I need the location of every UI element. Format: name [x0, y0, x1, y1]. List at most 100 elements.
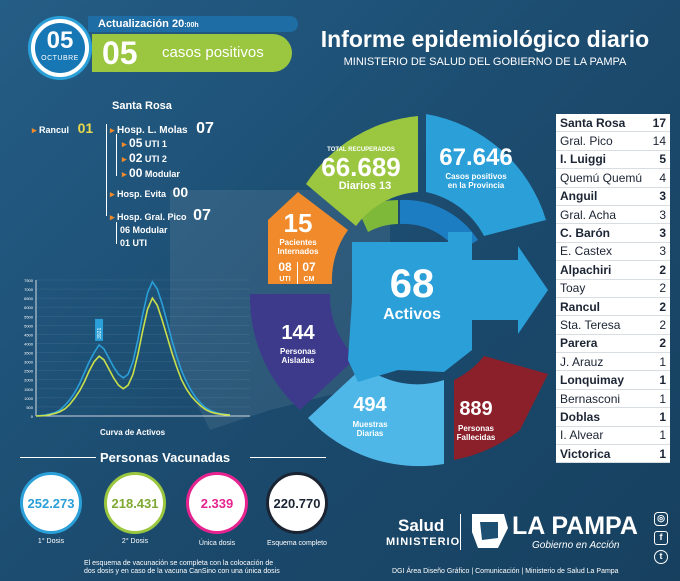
ministerio-logo: MINISTERIO — [386, 536, 461, 548]
update-label: Actualización — [98, 18, 169, 30]
locality-value: 1 — [659, 446, 666, 461]
positives-label-1: Casos positivos — [445, 172, 507, 181]
locality-value: 14 — [652, 134, 666, 149]
fallecidas-label-2: Fallecidas — [456, 433, 496, 442]
muestras-label-2: Diarias — [356, 429, 384, 438]
note-line-2: dos dosis y en caso de la vacuna CanSino… — [84, 568, 280, 575]
active-cases-chart: 7500700065006000550050004500400035003000… — [24, 278, 250, 419]
instagram-icon[interactable]: ◎ — [654, 512, 668, 526]
vaccines-title: Personas Vacunadas — [100, 450, 231, 465]
internados-value: 15 — [283, 208, 313, 238]
note-line-1: El esquema de vacunación se completa con… — [84, 560, 274, 567]
table-row: I. Luiggi 5 — [556, 150, 670, 170]
series-line-1 — [35, 280, 231, 417]
recovered-title: TOTAL RECUPERADOS — [327, 147, 395, 153]
vaccines-line-right — [250, 457, 326, 458]
uti-value: 08 — [278, 260, 292, 274]
date-day: 05 — [46, 27, 74, 54]
table-row: Sta. Teresa 2 — [556, 316, 670, 335]
peak-label-box — [95, 318, 104, 341]
single-dose-label: Única dosis — [198, 540, 236, 547]
uti-cm-divider — [297, 262, 298, 284]
recovered-daily: Diarios 13 — [330, 180, 400, 192]
locality-name: Lonquimay — [560, 373, 625, 388]
tree-line — [106, 124, 107, 216]
la-pampa-shield-icon — [472, 514, 508, 548]
y-tick-label: 2000 — [24, 378, 34, 383]
facebook-icon[interactable]: f — [654, 531, 668, 545]
recovered-daily-label: Diarios — [338, 180, 376, 192]
dose2-label: 2° Dosis — [121, 538, 149, 545]
update-bar: Actualización 20:00h — [88, 16, 298, 32]
table-row: Quemú Quemú 4 — [556, 169, 670, 188]
fallecidas-label-1: Personas — [457, 424, 495, 433]
table-row: Lonquimay 1 — [556, 371, 670, 390]
positive-label: casos positivos — [162, 44, 264, 61]
locality-value: 3 — [659, 244, 666, 259]
molas-label: Hosp. L. Molas — [117, 125, 188, 136]
locality-name: Gral. Pico — [560, 134, 613, 149]
full-scheme-value: 220.770 — [273, 496, 321, 511]
uti1-item: ▸ 05 UTI 1 — [122, 136, 167, 150]
locality-name: Gral. Acha — [560, 207, 617, 222]
salud-logo: Salud — [398, 516, 445, 535]
locality-value: 2 — [659, 281, 666, 296]
locality-value: 1 — [659, 409, 666, 424]
locality-name: I. Alvear — [560, 428, 604, 443]
date-badge: 05 OCTUBRE — [28, 16, 92, 80]
twitter-icon[interactable]: t — [654, 550, 668, 564]
y-tick-label: 2500 — [24, 369, 34, 374]
y-tick-label: 6000 — [24, 305, 34, 310]
table-row: Doblas 1 — [556, 408, 670, 427]
locality-value: 3 — [659, 226, 666, 241]
locality-value: 2 — [659, 336, 666, 351]
logo-divider — [460, 514, 461, 550]
date-month: OCTUBRE — [41, 55, 79, 62]
locality-name: Parera — [560, 336, 598, 351]
activos-value: 68 — [389, 262, 435, 306]
locality-name: I. Luiggi — [560, 152, 606, 167]
table-row: Parera 2 — [556, 334, 670, 354]
table-row: Gral. Pico 14 — [556, 132, 670, 151]
locality-value: 1 — [659, 354, 666, 369]
evita-value: 00 — [172, 184, 189, 200]
table-row: Gral. Acha 3 — [556, 205, 670, 225]
table-row: E. Castex 3 — [556, 242, 670, 262]
internados-label-2: Internados — [277, 247, 319, 256]
table-row: Victorica 1 — [556, 445, 670, 464]
locality-value: 1 — [659, 391, 666, 406]
locality-value: 17 — [652, 115, 666, 130]
evita-item: ▸ Hosp. Evita 00 — [110, 184, 189, 200]
uti2-item: ▸ 02 UTI 2 — [122, 151, 167, 165]
pico-label: Hosp. Gral. Pico — [117, 212, 187, 222]
y-tick-label: 500 — [26, 405, 33, 410]
tree-title: Santa Rosa — [112, 100, 172, 112]
series-line-2 — [35, 296, 231, 417]
dose2-value: 218.431 — [111, 496, 159, 511]
cm-label: CM — [303, 276, 315, 283]
aisladas-value: 144 — [281, 322, 315, 344]
evita-label: Hosp. Evita — [117, 189, 167, 199]
dose2-circle — [104, 472, 166, 534]
single-dose-value: 2.339 — [200, 496, 234, 511]
locality-name: Sta. Teresa — [560, 317, 621, 332]
y-tick-label: 7000 — [24, 287, 34, 292]
update-time-suffix: :00h — [184, 22, 199, 29]
positive-count: 05 — [102, 35, 138, 71]
y-tick-label: 7500 — [24, 278, 34, 283]
cm-value: 07 — [302, 260, 316, 274]
table-row: Anguil 3 — [556, 187, 670, 206]
molas-item: ▸ Hosp. L. Molas 07 — [110, 120, 214, 137]
modular-value: 00 — [129, 166, 143, 180]
locality-name: Alpachiri — [560, 262, 612, 277]
y-tick-label: 1000 — [24, 396, 34, 401]
locality-name: Quemú Quemú — [560, 170, 643, 185]
locality-name: J. Arauz — [560, 354, 604, 369]
tree-line — [116, 222, 117, 244]
pico-value: 07 — [193, 207, 211, 224]
localities-table: Santa Rosa 17 Gral. Pico 14 I. Luiggi 5 Quemú … — [556, 114, 670, 464]
modular-item: ▸ 00 Modular — [122, 166, 180, 180]
center-map-icon — [348, 232, 472, 382]
locality-name: Doblas — [560, 409, 601, 424]
dose1-value: 252.273 — [27, 496, 75, 511]
